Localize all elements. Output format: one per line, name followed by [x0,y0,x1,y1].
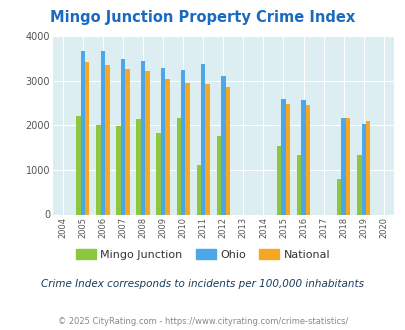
Legend: Mingo Junction, Ohio, National: Mingo Junction, Ohio, National [71,245,334,264]
Text: © 2025 CityRating.com - https://www.cityrating.com/crime-statistics/: © 2025 CityRating.com - https://www.city… [58,317,347,326]
Bar [121,59,125,215]
Bar [156,133,160,214]
Bar [116,126,121,214]
Bar [185,82,189,214]
Bar [336,179,341,214]
Bar [205,84,209,214]
Bar [356,155,360,214]
Bar [296,155,301,214]
Bar [305,105,309,214]
Text: Crime Index corresponds to incidents per 100,000 inhabitants: Crime Index corresponds to incidents per… [41,279,364,289]
Bar [165,79,169,214]
Bar [365,121,369,214]
Bar [221,76,225,215]
Bar [301,100,305,214]
Bar [216,136,221,214]
Bar [105,65,109,214]
Text: Mingo Junction Property Crime Index: Mingo Junction Property Crime Index [50,10,355,25]
Bar [281,99,285,214]
Bar [360,124,365,214]
Bar [225,87,229,214]
Bar [81,50,85,214]
Bar [200,64,205,214]
Bar [181,70,185,214]
Bar [160,68,165,215]
Bar [125,69,129,215]
Bar [196,165,200,214]
Bar [136,119,141,214]
Bar [176,118,181,214]
Bar [276,146,281,214]
Bar [96,125,100,214]
Bar [100,50,105,214]
Bar [145,72,149,214]
Bar [85,62,89,214]
Bar [76,116,81,214]
Bar [345,118,350,214]
Bar [141,61,145,214]
Bar [285,104,290,214]
Bar [341,118,345,214]
